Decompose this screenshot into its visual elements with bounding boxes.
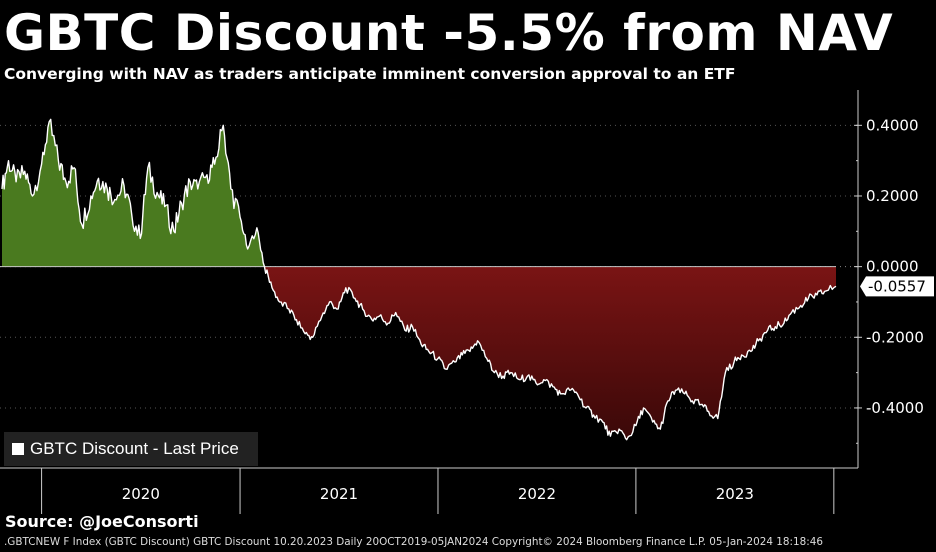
area-positive [2, 119, 836, 267]
legend-swatch [12, 443, 24, 455]
last-value-label: -0.0557 [868, 277, 926, 295]
series-line [1, 118, 837, 441]
legend-label: GBTC Discount - Last Price [30, 439, 239, 458]
chart-canvas: 0.4000 0.2000 0.0000 -0.2000 -0.4000 -0.0557 2… [0, 90, 934, 514]
y-tick-label: 0.0000 [866, 258, 919, 276]
legend: GBTC Discount - Last Price [4, 432, 258, 466]
area-negative [2, 266, 836, 440]
x-tick-label: 2023 [716, 485, 754, 503]
source-label: Source: @JoeConsorti [5, 512, 199, 531]
x-tick-label: 2022 [518, 485, 556, 503]
y-tick-label: -0.2000 [866, 328, 924, 346]
last-value-box [860, 276, 934, 297]
footer-text: .GBTCNEW F Index (GBTC Discount) GBTC Di… [4, 536, 823, 548]
y-tick-label: 0.4000 [866, 116, 919, 134]
y-tick-label: -0.4000 [866, 399, 924, 417]
x-tick-label: 2021 [320, 485, 358, 503]
y-tick-label: 0.2000 [866, 187, 919, 205]
chart-title: GBTC Discount -5.5% from NAV [4, 4, 894, 62]
x-tick-label: 2020 [122, 485, 160, 503]
chart-subtitle: Converging with NAV as traders anticipat… [4, 65, 736, 83]
